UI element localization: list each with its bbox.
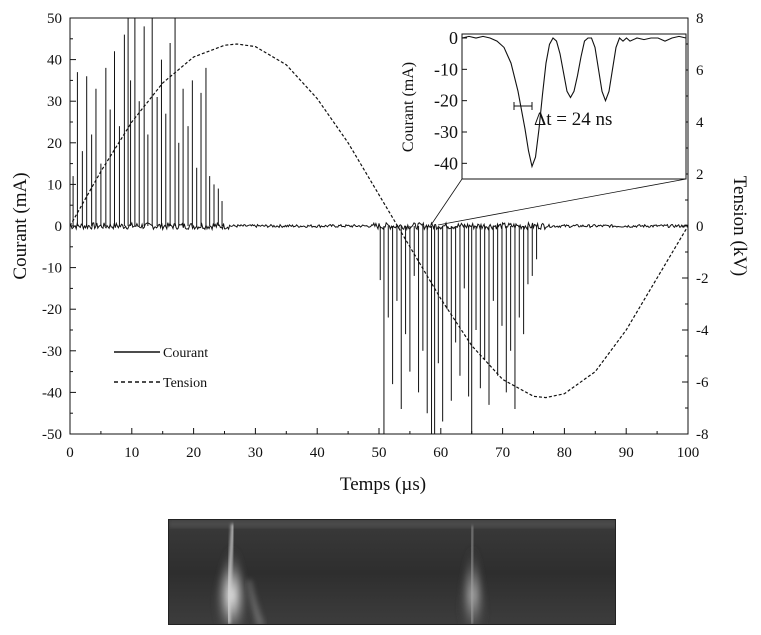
discharge-photograph (168, 519, 616, 625)
inset-annotation: Δt = 24 ns (534, 109, 612, 130)
y-tick-label: 0 (55, 219, 63, 235)
photo-top-electrode-glow (169, 520, 615, 528)
y-tick-label: -30 (42, 344, 62, 360)
inset-y-tick-label: -30 (434, 122, 458, 142)
zoom-connector-left (430, 178, 463, 226)
discharge-glow-right (457, 524, 489, 624)
discharge-glow-left-secondary (247, 580, 265, 624)
y-tick-label: 10 (47, 177, 62, 193)
x-tick-label: 10 (124, 445, 139, 461)
discharge-photograph-image (169, 520, 615, 624)
x-tick-label: 20 (186, 445, 201, 461)
y-tick-label: 20 (47, 136, 62, 152)
y-tick-label: 50 (47, 11, 62, 27)
courant-baseline-line (69, 221, 689, 232)
y-axis-left-label: Courant (mA) (10, 172, 31, 279)
inset-y-tick-label: -10 (434, 59, 458, 79)
inset-chart: 0 -10 -20 -30 -40 Courant (mA) Δt = 24 ns (400, 28, 687, 180)
inset-y-tick-label: -40 (434, 153, 458, 173)
y2-tick-label: 2 (696, 167, 704, 183)
inset-y-axis-label: Courant (mA) (400, 62, 417, 152)
discharge-filament-right (470, 525, 474, 624)
legend: Courant Tension (114, 346, 208, 391)
legend-label-tension: Tension (163, 376, 207, 391)
inset-plot-frame (461, 33, 687, 180)
y-axis-right-label: Tension (kV) (729, 176, 750, 277)
tension-line (69, 43, 689, 399)
x-tick-label: 50 (372, 445, 387, 461)
y-tick-label: 40 (47, 53, 62, 69)
y-tick-label: 30 (47, 94, 62, 110)
x-axis-ticks: 0 10 20 30 40 50 60 70 80 90 100 (66, 428, 699, 461)
x-tick-label: 0 (66, 445, 74, 461)
x-tick-label: 70 (495, 445, 510, 461)
y2-tick-label: 8 (696, 11, 704, 27)
y2-tick-label: -8 (696, 427, 709, 443)
inset-y-ticks: 0 -10 -20 -30 -40 (434, 28, 467, 173)
inset-y-tick-label: -20 (434, 91, 458, 111)
y-tick-label: -40 (42, 385, 62, 401)
y2-tick-label: -6 (696, 375, 709, 391)
zoom-connector-lines (430, 178, 687, 226)
discharge-glow-left (212, 524, 251, 624)
inset-courant-line (461, 35, 687, 169)
y-axis-right-ticks: 8 6 4 2 0 -2 -4 -6 -8 (682, 11, 709, 443)
x-tick-label: 40 (310, 445, 325, 461)
y-tick-label: -50 (42, 427, 62, 443)
y2-tick-label: -4 (696, 323, 709, 339)
y2-tick-label: 6 (696, 63, 704, 79)
x-tick-label: 90 (619, 445, 634, 461)
inset-background (462, 34, 686, 179)
inset-y-tick-label: 0 (449, 28, 458, 48)
x-tick-label: 60 (433, 445, 448, 461)
x-tick-label: 30 (248, 445, 263, 461)
zoom-connector-right (437, 178, 687, 226)
delta-t-marker (513, 102, 533, 110)
x-axis-label: Temps (µs) (340, 474, 426, 495)
y2-tick-label: 0 (696, 219, 704, 235)
x-tick-label: 80 (557, 445, 572, 461)
main-series (69, 18, 689, 434)
legend-label-courant: Courant (163, 346, 208, 361)
y2-tick-label: 4 (696, 115, 704, 131)
x-tick-label: 100 (677, 445, 700, 461)
y-tick-label: -10 (42, 261, 62, 277)
y-tick-label: -20 (42, 302, 62, 318)
chart-figure: 0 10 20 30 40 50 60 70 80 90 100 50403020100-10-20… (10, 11, 750, 495)
main-chart: 0 10 20 30 40 50 60 70 80 90 100 50403020100-10-20… (10, 11, 750, 495)
y2-tick-label: -2 (696, 271, 709, 287)
y-axis-left-ticks: 50 40 30 20 10 0 -10 -20 -30 -40 -50 (42, 11, 76, 443)
inset-series (461, 35, 687, 169)
discharge-filament-left (226, 523, 235, 624)
